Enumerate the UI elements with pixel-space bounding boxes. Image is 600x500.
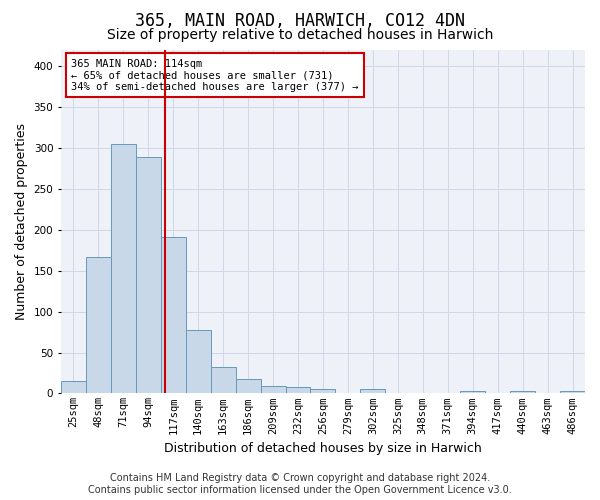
Bar	[236, 378, 260, 394]
Bar	[361, 390, 385, 394]
Bar	[161, 237, 186, 394]
Bar	[61, 381, 86, 394]
Text: Contains HM Land Registry data © Crown copyright and database right 2024.
Contai: Contains HM Land Registry data © Crown c…	[88, 474, 512, 495]
Bar	[136, 157, 161, 394]
Bar	[86, 257, 111, 394]
Bar	[111, 144, 136, 394]
Bar	[211, 367, 236, 394]
Bar	[460, 391, 485, 394]
Bar	[286, 387, 310, 394]
Text: 365 MAIN ROAD: 114sqm
← 65% of detached houses are smaller (731)
34% of semi-det: 365 MAIN ROAD: 114sqm ← 65% of detached …	[71, 58, 359, 92]
Text: Size of property relative to detached houses in Harwich: Size of property relative to detached ho…	[107, 28, 493, 42]
X-axis label: Distribution of detached houses by size in Harwich: Distribution of detached houses by size …	[164, 442, 482, 455]
Bar	[510, 391, 535, 394]
Bar	[310, 390, 335, 394]
Bar	[260, 386, 286, 394]
Text: 365, MAIN ROAD, HARWICH, CO12 4DN: 365, MAIN ROAD, HARWICH, CO12 4DN	[135, 12, 465, 30]
Bar	[560, 391, 585, 394]
Bar	[186, 330, 211, 394]
Y-axis label: Number of detached properties: Number of detached properties	[15, 123, 28, 320]
